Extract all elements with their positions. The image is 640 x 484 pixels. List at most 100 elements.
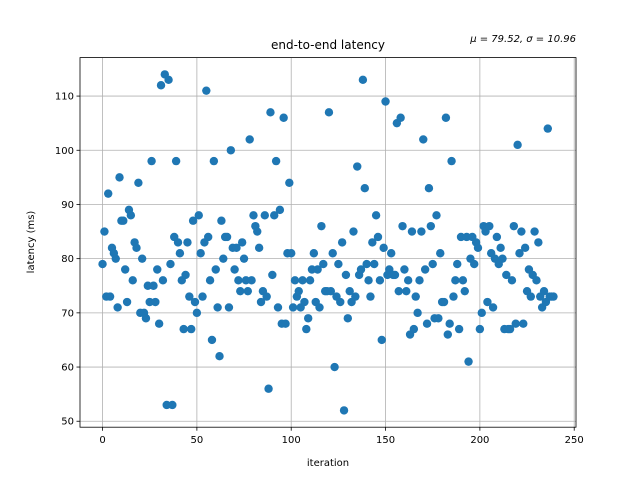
data-point [326,286,336,296]
data-point [451,276,460,285]
data-point [488,303,498,312]
annotation: μ = 79.52, σ = 10.96 [469,34,576,45]
data-point [543,124,552,133]
data-point [526,292,536,301]
data-point [473,243,483,253]
data-point [436,249,445,258]
data-point [179,324,188,334]
data-point [245,135,254,144]
data-point [422,319,432,328]
data-point [211,265,220,274]
data-point [337,238,347,247]
data-point [507,276,517,285]
data-point [492,232,502,242]
data-point [428,259,437,269]
y-tick-label: 90 [61,200,74,211]
data-point [334,259,343,269]
data-point [358,75,368,85]
data-point [262,292,271,301]
data-point [483,297,492,307]
data-point [275,205,285,215]
data-point [285,178,294,187]
x-axis-label: iteration [307,458,349,469]
data-point [137,254,147,263]
data-point [115,173,124,182]
data-point [270,211,279,220]
data-point [400,265,409,274]
data-point [517,227,526,236]
data-point [317,221,326,231]
data-point [226,146,236,155]
data-point [549,292,558,301]
data-point [128,276,137,285]
data-point [213,303,222,312]
data-point [190,297,200,307]
data-point [505,324,515,334]
data-point [100,227,109,236]
data-point [224,303,234,312]
data-point [198,292,207,301]
data-point [113,303,122,312]
data-point [192,308,202,318]
data-point [111,254,120,263]
data-point [464,357,473,366]
x-tick-label: 150 [376,435,395,446]
data-point [373,232,383,242]
data-point [449,292,458,301]
data-point [353,162,362,171]
data-point [375,276,385,285]
data-point [379,243,388,253]
data-point [302,324,311,334]
data-point [519,319,528,328]
data-point [394,286,403,296]
x-tick-label: 250 [565,435,584,446]
data-point [370,259,379,269]
data-point [417,227,426,236]
data-point [534,238,543,247]
y-tick-label: 70 [61,308,74,319]
data-point [175,249,185,258]
data-point [371,211,381,220]
data-point [268,270,277,280]
data-point [362,259,371,269]
data-point [439,297,449,307]
data-point [303,314,313,323]
data-point [305,276,315,285]
y-tick-label: 110 [55,92,74,103]
data-point [234,276,243,285]
data-point [264,384,273,393]
chart-title: end-to-end latency [271,38,385,52]
data-point [513,140,522,150]
data-point [360,184,369,193]
data-point [402,286,411,296]
data-point [281,319,290,328]
data-point [132,243,141,253]
data-point [207,335,217,345]
data-point [511,319,520,328]
y-axis-label: latency (ms) [26,211,37,274]
data-point [119,216,128,225]
data-point [151,297,160,307]
data-point [253,227,262,236]
data-point [343,314,353,323]
data-point [341,270,351,280]
data-point [156,81,166,90]
data-point [194,211,203,220]
data-point [403,276,413,285]
data-point [239,254,249,263]
data-point [315,303,324,312]
data-point [171,156,181,166]
data-point [411,292,420,301]
data-point [205,276,215,285]
data-point [181,270,190,280]
data-point [243,286,253,296]
data-point [390,270,400,280]
data-point [237,238,247,247]
data-point [485,221,494,231]
data-point [187,324,196,334]
data-point [441,113,451,122]
data-point [324,108,334,117]
data-point [458,276,468,285]
data-point [502,270,511,280]
data-point [279,113,288,122]
